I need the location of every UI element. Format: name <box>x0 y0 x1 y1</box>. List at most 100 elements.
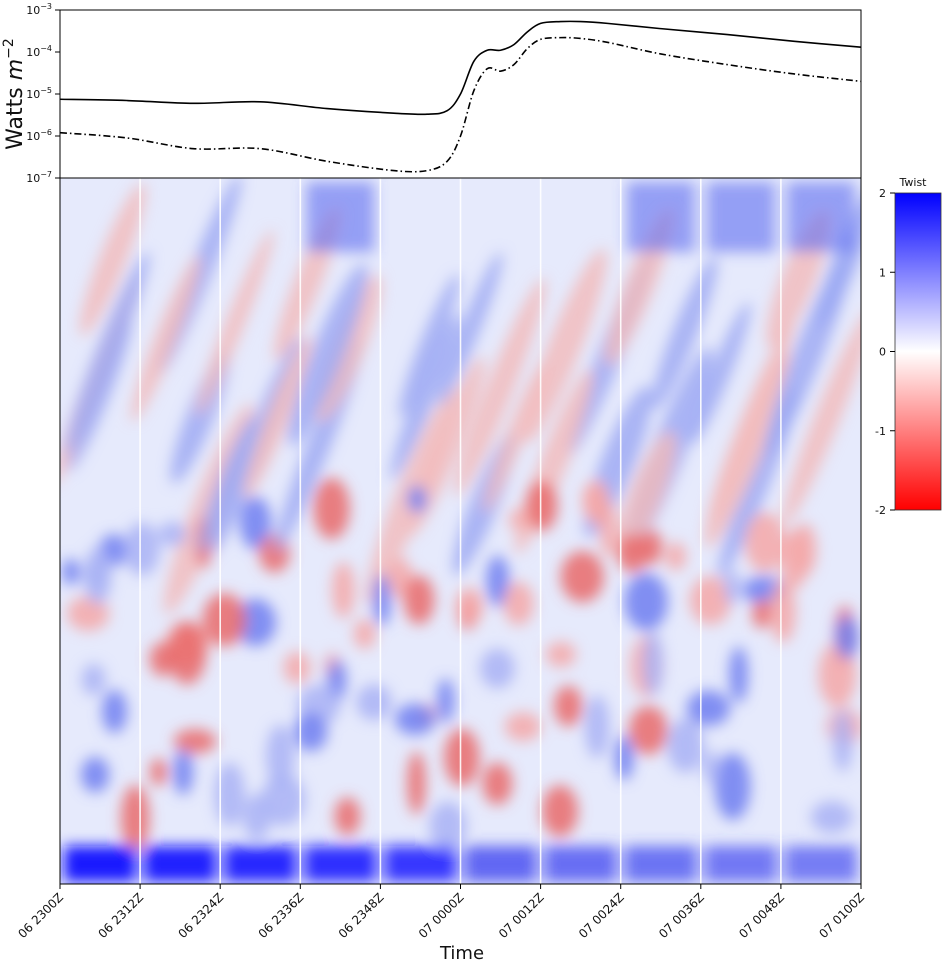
heatmap-blob <box>541 785 578 838</box>
heatmap-blob <box>149 758 168 786</box>
heatmap-base-band <box>544 846 617 882</box>
heatmap-blob <box>266 724 295 788</box>
heatmap-blob <box>770 580 796 643</box>
heatmap-blob <box>617 533 648 573</box>
heatmap-blob <box>332 561 355 619</box>
colorbar-tick-label: -2 <box>875 504 886 517</box>
colorbar-tick-label: 2 <box>879 187 886 200</box>
heatmap-base-band <box>304 846 377 882</box>
heatmap-blob <box>714 753 751 821</box>
colorbar-ticks: 2 1 0 -1 -2 <box>875 187 895 517</box>
heatmap-blob <box>628 705 668 755</box>
heatmap-base-band <box>704 846 777 882</box>
heatmap-upper-blue <box>306 182 375 252</box>
heatmap-blob <box>403 575 435 625</box>
heatmap-blob <box>313 477 350 540</box>
heatmap-x-tick-label: 07 0100Z <box>816 890 867 941</box>
colorbar-tick-label: -1 <box>875 425 886 438</box>
heatmap-blob <box>444 728 480 787</box>
flux-line-dashdot <box>59 36 862 173</box>
heatmap-x-tick-label: 07 0012Z <box>496 890 547 941</box>
heatmap-blob <box>724 570 741 605</box>
heatmap-x-tick-label: 07 0000Z <box>416 890 467 941</box>
heatmap-blob <box>752 599 772 629</box>
heatmap-blob <box>394 703 436 735</box>
heatmap-streak <box>197 416 256 553</box>
heatmap-base-band <box>144 846 217 882</box>
heatmap-streak <box>615 431 677 562</box>
heatmap-x-tick-label: 07 0024Z <box>576 890 627 941</box>
heatmap-blob <box>525 480 558 532</box>
flux-y-tick-label: 10−5 <box>26 86 52 101</box>
colorbar-tick-label: 1 <box>879 266 886 279</box>
heatmap-blob <box>482 762 513 805</box>
heatmap-base-band <box>784 846 857 882</box>
heatmap-streak <box>704 349 790 548</box>
heatmap-blob <box>239 496 272 550</box>
heatmap-upper-blue <box>626 182 695 252</box>
heatmap-blob <box>686 690 731 726</box>
heatmap-blob <box>173 749 194 796</box>
colorbar-title: Twist <box>899 176 928 189</box>
heatmap-base-band <box>224 846 297 882</box>
heatmap-blob <box>642 631 664 696</box>
heatmap-streak <box>130 254 202 422</box>
heatmap-blob <box>294 712 328 752</box>
flux-line-chart: 10−3 10−4 10−5 10−6 10−7 Watts m−2 <box>1 2 862 185</box>
heatmap-blob <box>234 598 277 647</box>
heatmap-blob <box>429 801 467 851</box>
heatmap-x-tick-label: 06 2348Z <box>336 890 387 941</box>
heatmap-blob <box>353 619 376 649</box>
heatmap-streak <box>690 302 751 445</box>
heatmap-base-band <box>64 846 137 882</box>
heatmap-x-axis-label: Time <box>439 943 484 964</box>
heatmap-blob <box>810 801 853 834</box>
heatmap-blob <box>455 587 484 626</box>
heatmap-blob <box>283 651 311 684</box>
heatmap-blob <box>745 512 785 573</box>
heatmap-blob <box>729 646 748 703</box>
flux-y-tick-label: 10−3 <box>26 2 52 17</box>
heatmap-blob <box>584 479 610 526</box>
heatmap-streak <box>243 335 313 499</box>
heatmap-blob <box>124 522 160 576</box>
heatmap-blob <box>261 773 306 826</box>
heatmap-blob <box>504 712 542 741</box>
flux-y-tick-label: 10−6 <box>26 128 52 143</box>
heatmap-x-tick-label: 06 2300Z <box>15 890 66 941</box>
heatmap-blob <box>407 485 427 514</box>
heatmap-streak <box>522 249 607 444</box>
heatmap-blob <box>584 695 610 759</box>
heatmap-streak <box>454 278 546 496</box>
heatmap-blob <box>703 751 720 784</box>
twist-colorbar: Twist 2 1 0 -1 -2 <box>875 176 942 517</box>
colorbar-tick-label: 0 <box>879 346 886 359</box>
heatmap-blob <box>835 615 859 660</box>
heatmap-blob <box>81 756 110 793</box>
heatmap-streak <box>438 252 503 407</box>
twist-heatmap: 06 2300Z 06 2312Z 06 2324Z 06 2336Z 06 2348Z… <box>15 177 867 964</box>
heatmap-blob <box>624 573 668 631</box>
colorbar-gradient <box>894 192 942 511</box>
heatmap-blob <box>436 678 455 723</box>
heatmap-blob <box>81 663 106 696</box>
heatmap-time-panels <box>139 178 782 884</box>
heatmap-streak <box>79 183 146 336</box>
heatmap-blob <box>334 797 361 836</box>
heatmap-base-band <box>624 846 697 882</box>
heatmap-blob <box>479 648 515 689</box>
heatmap-streak <box>390 313 460 480</box>
heatmap-streak <box>816 186 861 328</box>
heatmap-blob <box>545 641 576 668</box>
heatmap-blob <box>61 558 81 585</box>
heatmap-streak <box>65 251 150 455</box>
heatmap-blob <box>792 523 817 576</box>
heatmap-blob <box>667 718 705 773</box>
heatmap-blob <box>158 521 187 547</box>
heatmap-blob <box>614 735 634 781</box>
heatmap-blob <box>67 596 110 631</box>
heatmap-blob <box>121 785 150 852</box>
heatmap-x-tick-label: 06 2312Z <box>95 890 146 941</box>
heatmap-blob <box>503 581 534 626</box>
